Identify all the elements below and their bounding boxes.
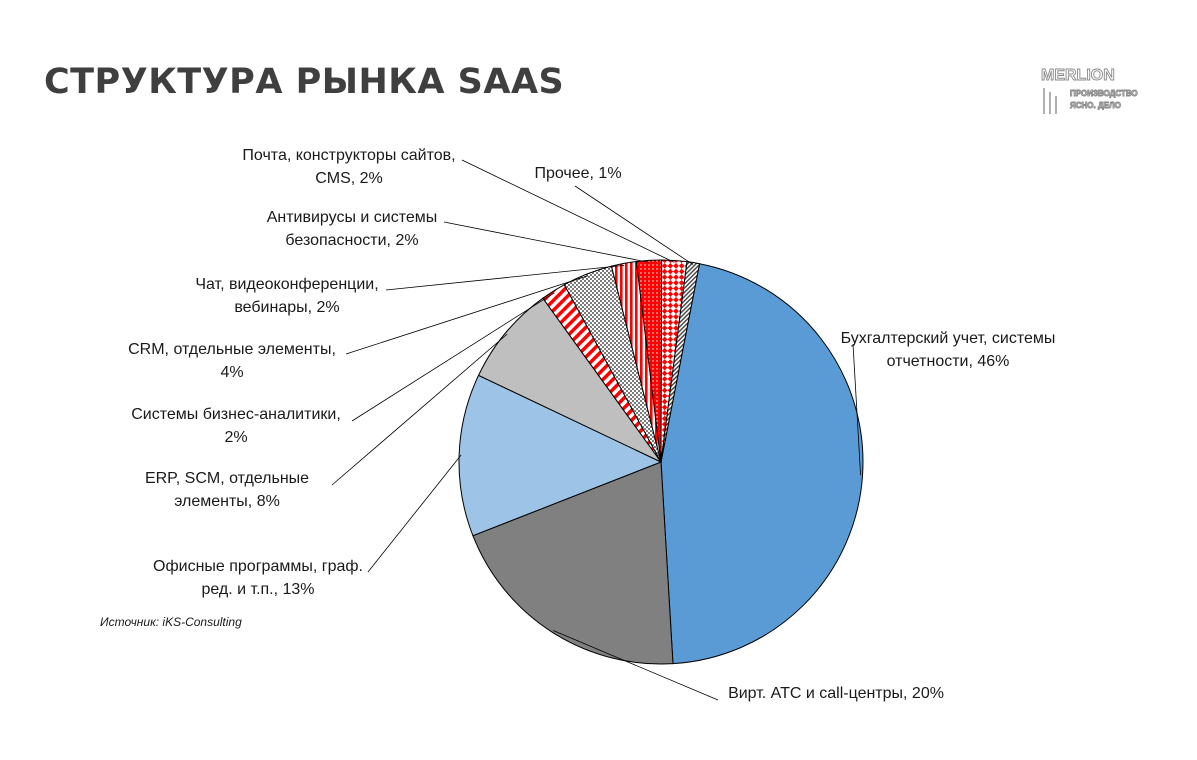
leader-line-7 <box>385 265 625 291</box>
logo-mark-icon <box>1043 88 1057 114</box>
leader-lines <box>331 159 861 701</box>
leader-line-3 <box>367 454 462 573</box>
leader-line-8 <box>443 221 650 263</box>
slice-label-5: Системы бизнес-аналитики, 2% <box>131 406 341 446</box>
slice-label-7: Чат, видеоконференции, вебинары, 2% <box>195 276 378 316</box>
slice-label-3: Офисные программы, граф. ред. и т.п., 13% <box>153 558 363 598</box>
pie-slice-2 <box>472 461 674 665</box>
pie-slice-1 <box>660 263 864 665</box>
source-note: Источник: iKS-Consulting <box>100 615 242 629</box>
leader-line-1 <box>852 343 861 476</box>
slice-labels: Бухгалтерский учет, системы отчетности, 4… <box>128 147 1055 702</box>
pie-slice-4 <box>477 297 662 463</box>
logo-line1: ПРОИЗВОДСТВО <box>1070 89 1138 98</box>
leader-line-9 <box>461 159 675 263</box>
leader-line-6 <box>345 275 589 355</box>
logo-line2: ЯСНО. ДЕЛО <box>1070 101 1121 110</box>
slice-label-2: Вирт. АТС и call-центры, 20% <box>728 685 944 702</box>
leader-line-10 <box>574 185 694 265</box>
slice-label-1: Бухгалтерский учет, системы отчетности, 4… <box>841 330 1056 370</box>
pie-slice-10 <box>660 261 701 463</box>
pie-slices <box>458 259 864 665</box>
slice-label-8: Антивирусы и системы безопасности, 2% <box>267 209 438 249</box>
page-title: СТРУКТУРА РЫНКА SAAS <box>44 62 565 102</box>
leader-line-4 <box>331 333 508 486</box>
slice-label-6: CRM, отдельные элементы, 4% <box>128 341 336 381</box>
leader-line-2 <box>553 630 719 701</box>
leader-line-5 <box>351 292 555 422</box>
merlion-logo: MERLION ПРОИЗВОДСТВО ЯСНО. ДЕЛО <box>1041 67 1138 114</box>
slice-label-10: Прочее, 1% <box>534 165 621 182</box>
pie-slice-3 <box>458 374 663 537</box>
slice-label-4: ERP, SCM, отдельные элементы, 8% <box>145 470 309 510</box>
slice-label-9: Почта, конструкторы сайтов, CMS, 2% <box>242 147 455 187</box>
logo-brand: MERLION <box>1041 67 1115 84</box>
